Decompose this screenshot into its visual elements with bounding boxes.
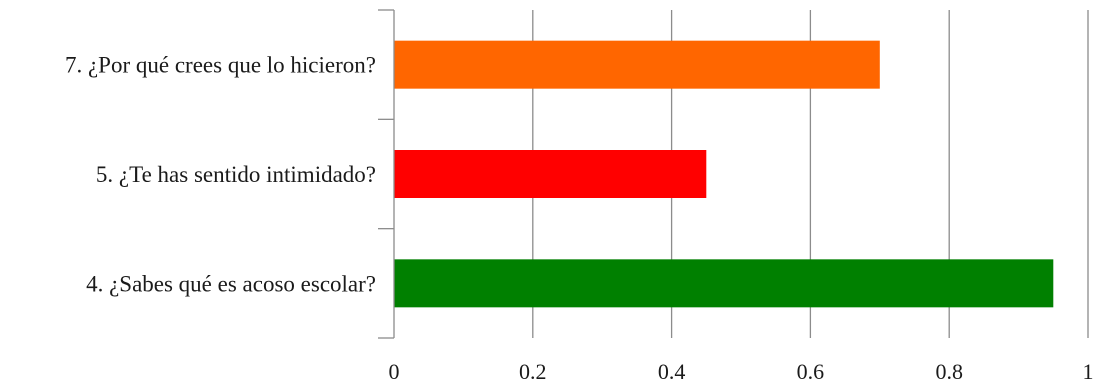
category-labels: 7. ¿Por qué crees que lo hicieron? 5. ¿Te… — [65, 53, 376, 297]
category-label-2: 4. ¿Sabes qué es acoso escolar? — [86, 271, 376, 296]
bar-0 — [394, 40, 880, 89]
bar-2 — [394, 259, 1054, 308]
bars — [394, 40, 1054, 308]
x-tick-label-4: 0.8 — [935, 359, 963, 384]
axes — [378, 9, 395, 339]
x-tick-label-5: 1 — [1083, 359, 1094, 384]
tick-labels: 0 0.2 0.4 0.6 0.8 1 — [389, 359, 1094, 384]
x-tick-label-2: 0.4 — [658, 359, 686, 384]
bar-1 — [394, 150, 707, 198]
x-tick-label-1: 0.2 — [519, 359, 547, 384]
x-tick-label-0: 0 — [389, 359, 400, 384]
category-label-1: 5. ¿Te has sentido intimidado? — [96, 162, 376, 187]
category-label-0: 7. ¿Por qué crees que lo hicieron? — [65, 53, 376, 78]
x-tick-label-3: 0.6 — [797, 359, 825, 384]
